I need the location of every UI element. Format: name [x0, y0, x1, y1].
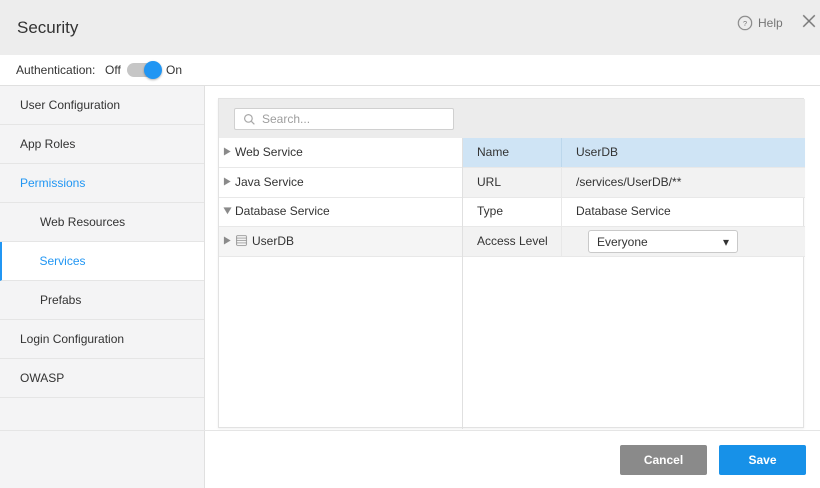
svg-text:?: ?: [743, 19, 747, 28]
